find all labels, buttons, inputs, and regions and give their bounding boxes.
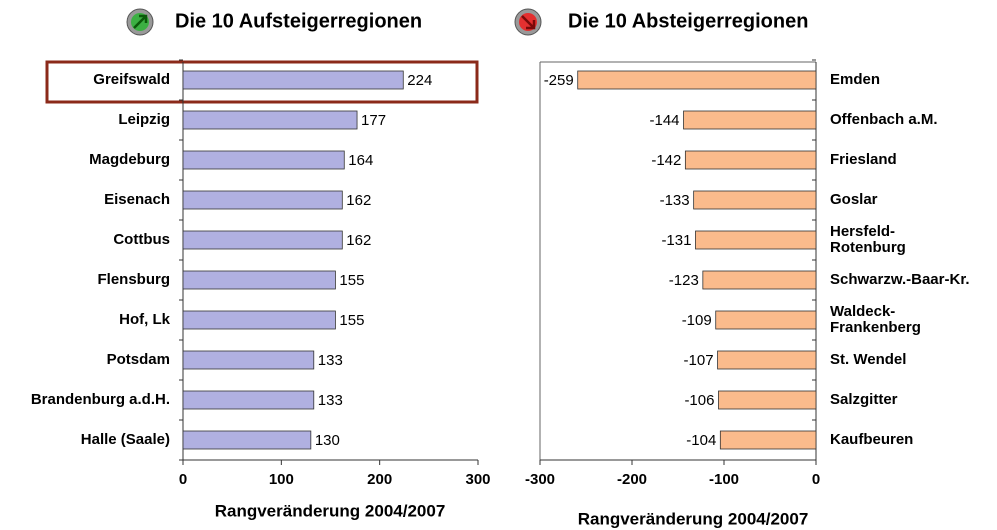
value-label: -109 [682,312,712,329]
bar [695,230,817,250]
highlight-box [45,60,479,104]
bar [182,350,315,370]
value-label: 155 [339,272,364,289]
category-label: Hof, Lk [119,311,170,328]
bar [577,70,817,90]
category-label: Halle (Saale) [81,431,170,448]
value-label: -133 [660,192,690,209]
category-label: Offenbach a.M. [830,111,938,128]
category-label: Leipzig [118,111,170,128]
x-tick-label: 0 [179,471,187,488]
up-icon [126,8,154,36]
bar [715,310,817,330]
bar [182,150,345,170]
category-label: St. Wendel [830,351,906,368]
x-tick-label: -300 [525,471,555,488]
x-tick-label: 100 [269,471,294,488]
value-label: 162 [346,192,371,209]
value-label: -259 [544,72,574,89]
bar [684,150,817,170]
bar [719,430,817,450]
category-label: Cottbus [113,231,170,248]
value-label: 177 [361,112,386,129]
bar [182,230,343,250]
bar [702,270,817,290]
value-label: -104 [686,432,716,449]
value-label: -107 [684,352,714,369]
value-label: -106 [684,392,714,409]
category-label: Flensburg [97,271,170,288]
category-label: Emden [830,71,880,88]
value-label: -123 [669,272,699,289]
value-label: -131 [661,232,691,249]
bar [182,110,358,130]
bar [182,190,343,210]
x-tick-label: 300 [465,471,490,488]
category-label: Hersfeld-Rotenburg [830,223,906,256]
x-axis-label: Rangveränderung 2004/2007 [578,509,809,528]
x-tick-label: 0 [812,471,820,488]
category-label: Goslar [830,191,878,208]
category-label: Salzgitter [830,391,898,408]
x-axis-label: Rangveränderung 2004/2007 [215,501,446,520]
bar [693,190,817,210]
bar [182,270,336,290]
value-label: -144 [649,112,679,129]
category-label: Greifswald [93,71,170,88]
category-label: Eisenach [104,191,170,208]
value-label: 133 [318,392,343,409]
value-label: 133 [318,352,343,369]
category-label: Brandenburg a.d.H. [31,391,170,408]
category-label: Kaufbeuren [830,431,913,448]
value-label: 130 [315,432,340,449]
value-label: 224 [407,72,432,89]
value-label: 164 [348,152,373,169]
value-label: -142 [651,152,681,169]
bar [182,390,315,410]
x-tick-label: -100 [709,471,739,488]
category-label: Friesland [830,151,897,168]
bar [182,310,336,330]
x-tick-label: 200 [367,471,392,488]
down-icon [514,8,542,36]
bar [182,70,404,90]
category-label: Schwarzw.-Baar-Kr. [830,271,970,288]
value-label: 162 [346,232,371,249]
x-tick-label: -200 [617,471,647,488]
value-label: 155 [339,312,364,329]
bar [683,110,817,130]
bar [718,390,817,410]
chart-title: Die 10 Aufsteigerregionen [175,10,422,32]
category-label: Potsdam [107,351,170,368]
bar [717,350,817,370]
bar [182,430,312,450]
chart-title: Die 10 Absteigerregionen [568,10,808,32]
category-label: Magdeburg [89,151,170,168]
category-label: Waldeck-Frankenberg [830,303,921,336]
